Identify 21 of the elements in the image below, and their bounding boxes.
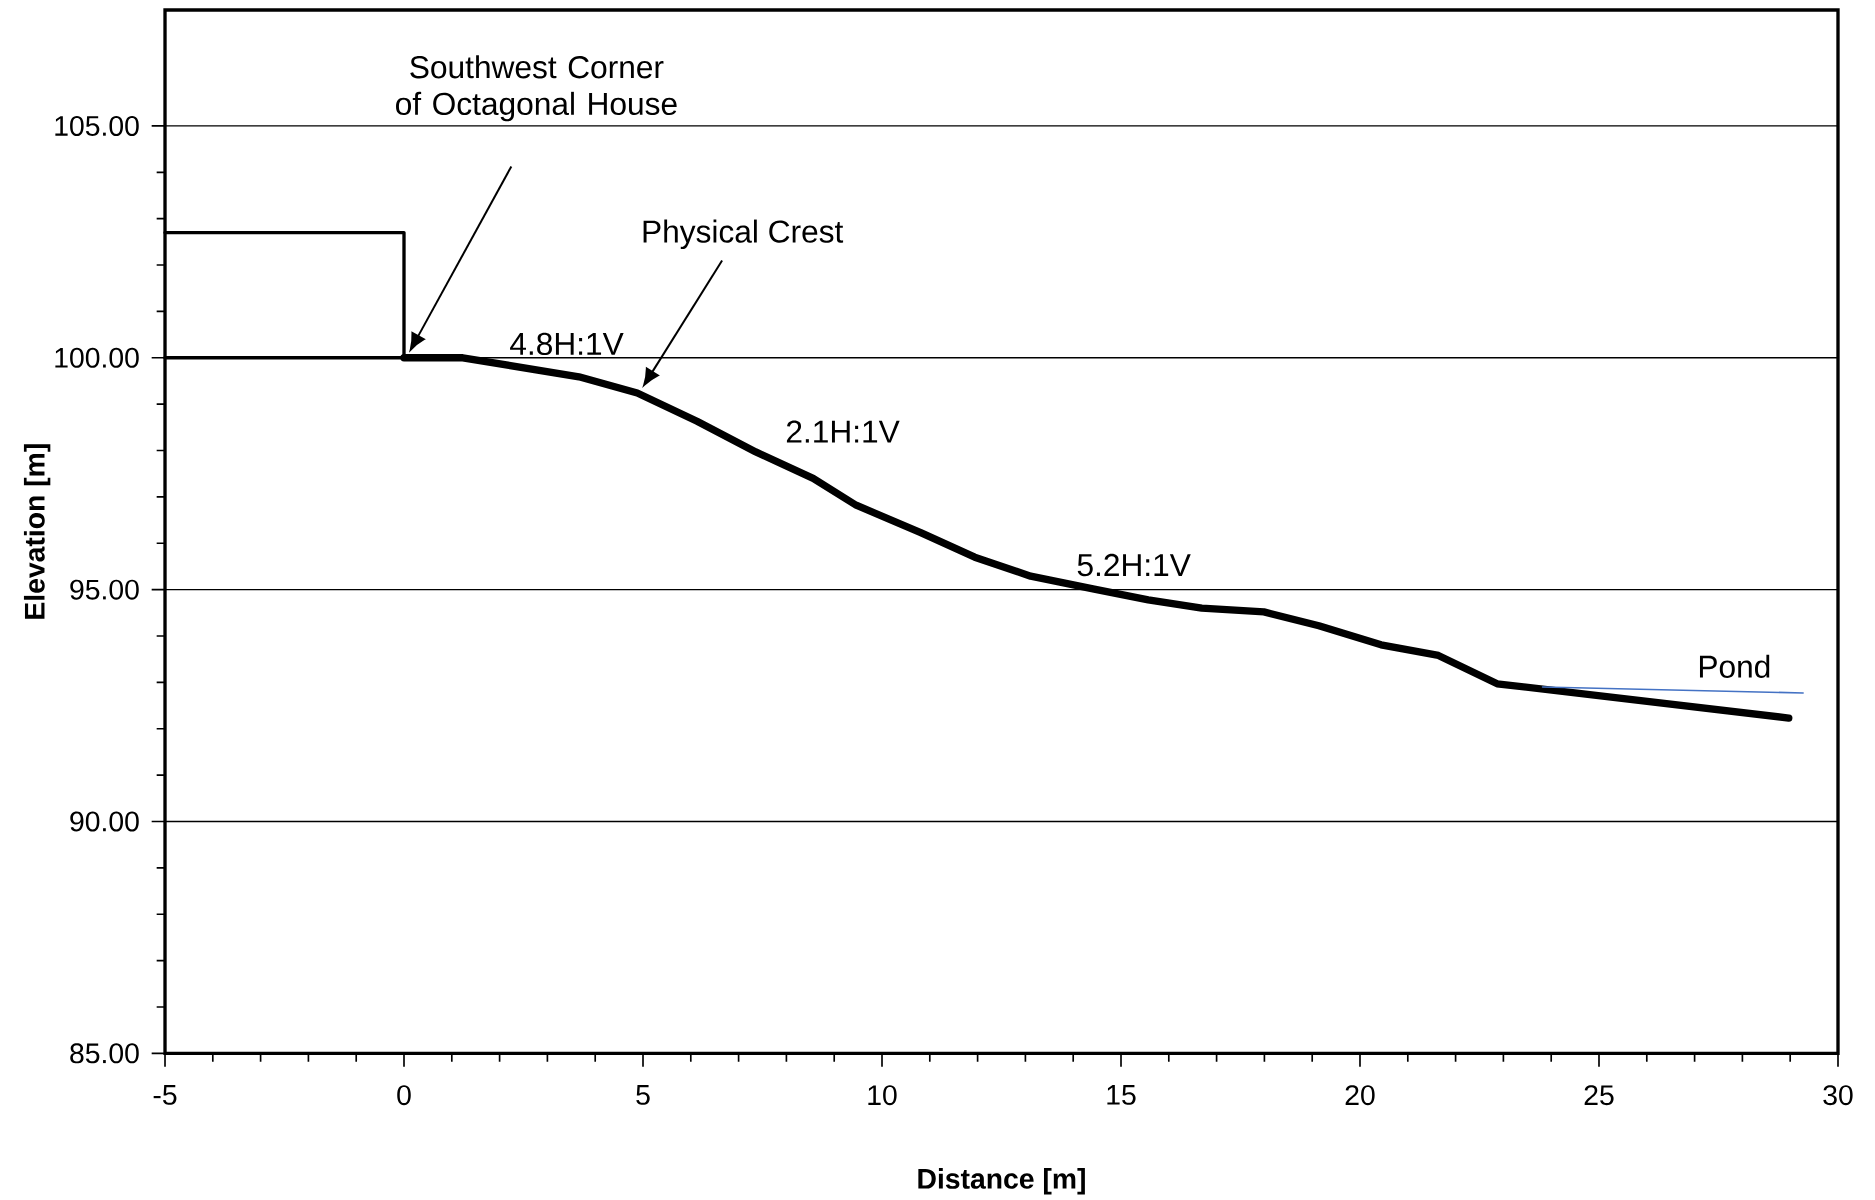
x-tick-label: 5 (636, 1085, 650, 1105)
y-tick-label: 95.00 (70, 579, 139, 600)
x-tick-label: 30 (1823, 1085, 1853, 1106)
annotation: 5.2H:1V (1077, 553, 1191, 577)
y-axis-title: Elevation [m] (23, 444, 51, 619)
x-axis-title: Distance [m] (918, 1168, 1085, 1195)
annotation: 4.8H:1V (510, 332, 624, 356)
x-tick-label: 15 (1107, 1085, 1136, 1105)
x-tick-label: 0 (397, 1085, 411, 1106)
annotation: 2.1H:1V (786, 420, 900, 443)
y-tick-label: 90.00 (70, 811, 139, 832)
series-label: Pond (1699, 654, 1770, 678)
y-tick-label: 85.00 (70, 1043, 139, 1064)
x-tick-label: 20 (1345, 1085, 1375, 1106)
y-tick-label: 100.00 (55, 347, 139, 368)
y-tick-label: 105.00 (55, 115, 139, 136)
x-tick-label: 25 (1584, 1085, 1614, 1106)
x-tick-label: 10 (868, 1085, 897, 1106)
annotation: Physical Crest (643, 219, 844, 250)
x-tick-label: -5 (153, 1085, 177, 1105)
annotation: Southwest Corner of Octagonal House (396, 55, 677, 122)
